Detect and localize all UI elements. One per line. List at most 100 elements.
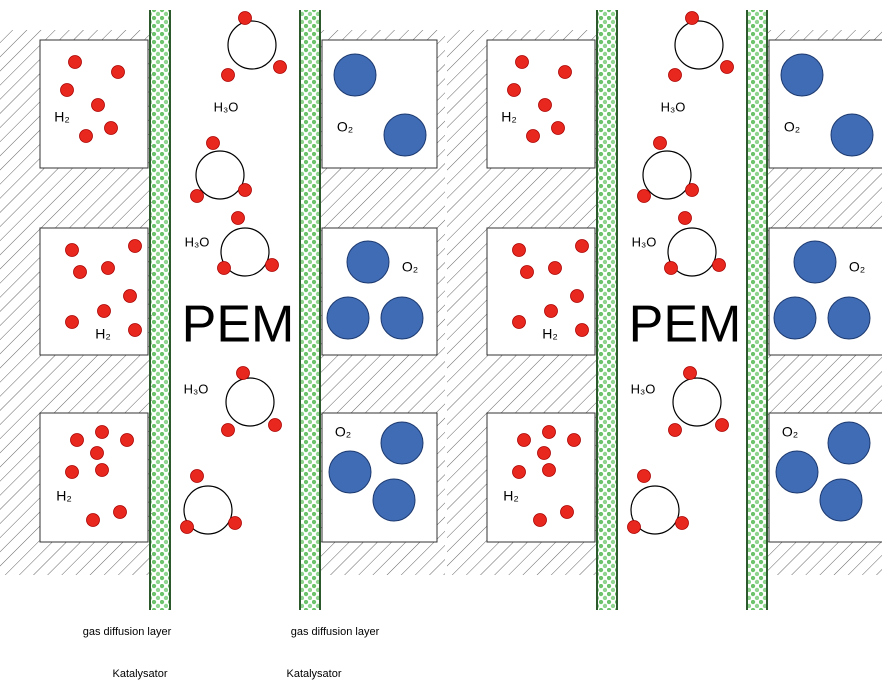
h-atom xyxy=(114,506,127,519)
h2-label: H₂ xyxy=(501,109,517,125)
h-atom xyxy=(66,316,79,329)
h-atom xyxy=(654,137,667,150)
h-atom xyxy=(545,305,558,318)
h3o-label: H₃O xyxy=(632,234,657,249)
h3o-label: H₃O xyxy=(185,234,210,249)
o2-label: O₂ xyxy=(849,259,865,275)
h-atom xyxy=(222,69,235,82)
h-atom xyxy=(266,259,279,272)
h-atom xyxy=(237,367,250,380)
h-atom xyxy=(181,521,194,534)
h-atom xyxy=(112,66,125,79)
h-atom xyxy=(716,419,729,432)
fuel-cell-diagram: H₂H₂H₂O₂O₂O₂H₃OH₃OH₃OPEMH₂H₂H₂O₂O₂O₂H₃OH… xyxy=(0,0,882,682)
h-atom xyxy=(638,470,651,483)
h-atom xyxy=(191,190,204,203)
h3o-ion xyxy=(196,151,244,199)
h-atom xyxy=(638,190,651,203)
h-atom xyxy=(527,130,540,143)
o2-molecule xyxy=(384,114,426,156)
o2-molecule xyxy=(820,479,862,521)
o2-molecule xyxy=(381,297,423,339)
h-atom xyxy=(207,137,220,150)
caption: gas diffusion layer xyxy=(291,626,380,638)
h-atom xyxy=(628,521,641,534)
h-atom xyxy=(121,434,134,447)
o2-molecule xyxy=(327,297,369,339)
h-atom xyxy=(721,61,734,74)
h3o-ion xyxy=(226,378,274,426)
h-atom xyxy=(518,434,531,447)
h-atom xyxy=(87,514,100,527)
h-atom xyxy=(269,419,282,432)
h-atom xyxy=(538,447,551,460)
gas-diffusion-layer xyxy=(747,10,767,610)
h-atom xyxy=(96,426,109,439)
caption: gas diffusion layer xyxy=(83,626,172,638)
h-atom xyxy=(576,240,589,253)
o2-molecule xyxy=(334,54,376,96)
o2-label: O₂ xyxy=(782,424,798,440)
h2-label: H₂ xyxy=(56,488,72,504)
h-atom xyxy=(98,305,111,318)
h3o-label: H₃O xyxy=(661,99,686,114)
h-atom xyxy=(559,66,572,79)
h-atom xyxy=(713,259,726,272)
membrane-label: PEM xyxy=(182,296,295,354)
h-atom xyxy=(232,212,245,225)
o2-molecule xyxy=(781,54,823,96)
o2-label: O₂ xyxy=(784,119,800,135)
h-atom xyxy=(686,12,699,25)
h3o-label: H₃O xyxy=(184,381,209,396)
gas-diffusion-layer xyxy=(597,10,617,610)
h-atom xyxy=(274,61,287,74)
h-atom xyxy=(71,434,84,447)
o2-molecule xyxy=(828,297,870,339)
h3o-ion xyxy=(643,151,691,199)
h-atom xyxy=(80,130,93,143)
o2-molecule xyxy=(373,479,415,521)
h-atom xyxy=(513,466,526,479)
h-atom xyxy=(239,12,252,25)
h-atom xyxy=(66,244,79,257)
h-atom xyxy=(191,470,204,483)
o2-label: O₂ xyxy=(335,424,351,440)
o2-molecule xyxy=(776,451,818,493)
h-atom xyxy=(513,316,526,329)
caption: Katalysator xyxy=(112,668,167,680)
o2-molecule xyxy=(329,451,371,493)
o2-molecule xyxy=(831,114,873,156)
h-atom xyxy=(669,424,682,437)
h3o-label: H₃O xyxy=(214,99,239,114)
h-atom xyxy=(665,262,678,275)
h-atom xyxy=(543,426,556,439)
h-atom xyxy=(521,266,534,279)
h3o-label: H₃O xyxy=(631,381,656,396)
h-atom xyxy=(552,122,565,135)
h-atom xyxy=(239,184,252,197)
h-atom xyxy=(69,56,82,69)
h3o-ion xyxy=(228,21,276,69)
h-atom xyxy=(96,464,109,477)
h3o-ion xyxy=(675,21,723,69)
caption: Katalysator xyxy=(286,668,341,680)
o2-molecule xyxy=(774,297,816,339)
h-atom xyxy=(534,514,547,527)
h2-label: H₂ xyxy=(54,109,70,125)
h-atom xyxy=(91,447,104,460)
h-atom xyxy=(543,464,556,477)
h-atom xyxy=(129,240,142,253)
h-atom xyxy=(124,290,137,303)
o2-molecule xyxy=(794,241,836,283)
panels: H₂H₂H₂O₂O₂O₂H₃OH₃OH₃OPEMH₂H₂H₂O₂O₂O₂H₃OH… xyxy=(0,10,882,610)
h-atom xyxy=(684,367,697,380)
h-atom xyxy=(66,466,79,479)
h-atom xyxy=(229,517,242,530)
gas-diffusion-layer xyxy=(300,10,320,610)
h2-label: H₂ xyxy=(542,326,558,342)
h-atom xyxy=(74,266,87,279)
h-atom xyxy=(576,324,589,337)
h-atom xyxy=(516,56,529,69)
